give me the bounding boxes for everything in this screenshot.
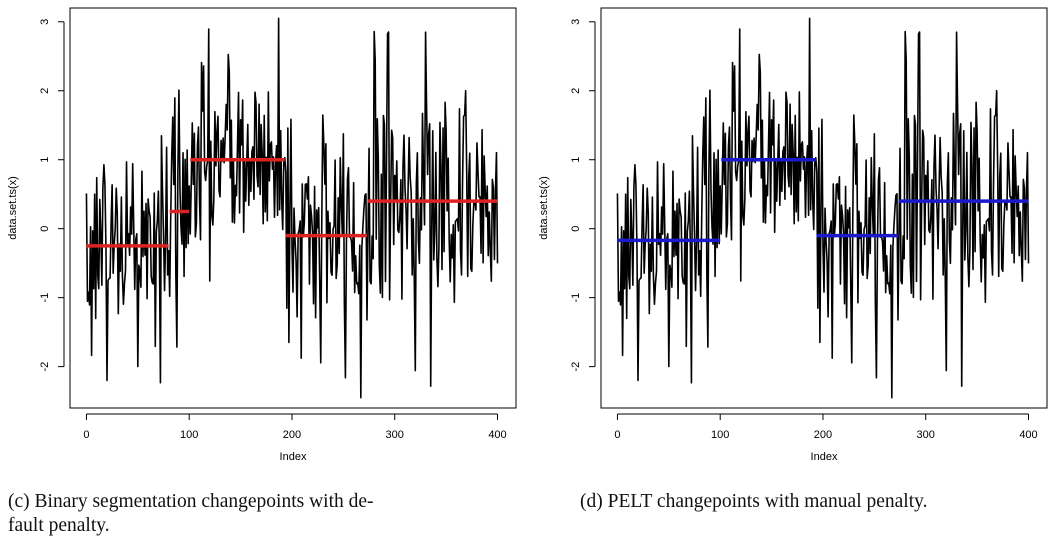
- x-tick-label: 100: [711, 429, 729, 441]
- y-tick-label: 2: [39, 88, 51, 94]
- y-tick-label: 0: [570, 226, 582, 232]
- chart-panel-d: 0 100 200 300 400 Index -2 -1 0 1 2 3 data.set.ts(x): [531, 0, 1062, 544]
- x-tick-label: 0: [83, 429, 89, 441]
- plot-frame: [600, 7, 1048, 409]
- x-tick-label: 300: [917, 429, 935, 441]
- chart-d: 0 100 200 300 400 Index -2 -1 0 1 2 3 data.set.ts(x): [538, 7, 1048, 463]
- y-tick-label: 1: [39, 157, 51, 163]
- y-axis-label: data.set.ts(x): [538, 176, 550, 240]
- y-axis-label: data.set.ts(x): [7, 176, 19, 240]
- y-tick-label: -1: [570, 293, 582, 303]
- caption-c-line1: (c) Binary segmentation changepoints wit…: [8, 491, 374, 512]
- x-axis-label: Index: [811, 451, 838, 463]
- y-tick-label: 2: [570, 88, 582, 94]
- y-tick-label: -2: [39, 362, 51, 372]
- x-tick-label: 400: [488, 429, 506, 441]
- chart-panel-c: 0 100 200 300 400 Index -2 -1 0 1 2 3 data.set.ts(x): [7, 7, 517, 463]
- x-tick-label: 300: [386, 429, 404, 441]
- chart-c: 0 100 200 300 400 Index -2 -1 0 1 2 3 data.set.ts(x): [7, 7, 517, 463]
- x-tick-label: 400: [1019, 429, 1037, 441]
- y-tick-label: -1: [39, 293, 51, 303]
- series-line: [85, 17, 499, 399]
- x-tick-label: 200: [814, 429, 832, 441]
- x-tick-label: 100: [180, 429, 198, 441]
- y-tick-label: -2: [570, 362, 582, 372]
- caption-d: (d) PELT changepoints with manual penalt…: [580, 491, 928, 512]
- y-tick-label: 3: [570, 19, 582, 25]
- x-tick-label: 200: [283, 429, 301, 441]
- plot-frame: [69, 7, 517, 409]
- series-line: [616, 17, 1030, 399]
- y-tick-label: 0: [39, 226, 51, 232]
- y-tick-label: 3: [39, 19, 51, 25]
- y-tick-label: 1: [570, 157, 582, 163]
- caption-c-line2: fault penalty.: [8, 515, 110, 536]
- x-tick-label: 0: [614, 429, 620, 441]
- x-axis-label: Index: [280, 451, 307, 463]
